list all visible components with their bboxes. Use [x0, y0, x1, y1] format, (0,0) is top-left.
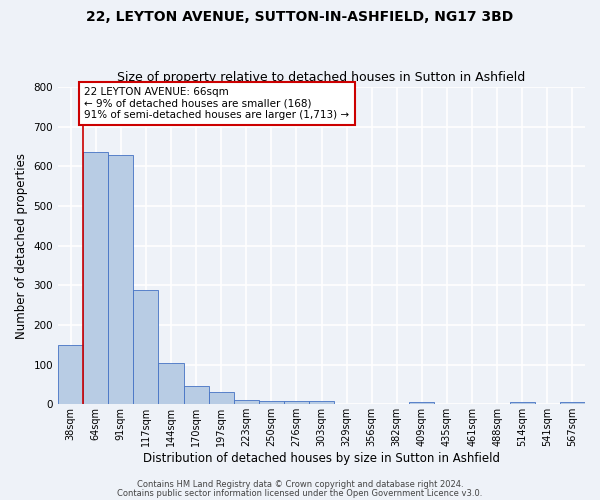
- Bar: [284, 401, 309, 404]
- Text: Contains public sector information licensed under the Open Government Licence v3: Contains public sector information licen…: [118, 488, 482, 498]
- X-axis label: Distribution of detached houses by size in Sutton in Ashfield: Distribution of detached houses by size …: [143, 452, 500, 465]
- Bar: [309, 401, 334, 404]
- Bar: [209, 392, 233, 404]
- Text: Contains HM Land Registry data © Crown copyright and database right 2024.: Contains HM Land Registry data © Crown c…: [137, 480, 463, 489]
- Bar: [560, 402, 585, 404]
- Bar: [259, 401, 284, 404]
- Bar: [58, 345, 83, 405]
- Bar: [409, 402, 434, 404]
- Bar: [133, 290, 158, 405]
- Bar: [184, 386, 209, 404]
- Bar: [510, 402, 535, 404]
- Bar: [108, 156, 133, 404]
- Bar: [83, 152, 108, 404]
- Y-axis label: Number of detached properties: Number of detached properties: [15, 152, 28, 338]
- Bar: [233, 400, 259, 404]
- Text: 22 LEYTON AVENUE: 66sqm
← 9% of detached houses are smaller (168)
91% of semi-de: 22 LEYTON AVENUE: 66sqm ← 9% of detached…: [85, 87, 350, 120]
- Title: Size of property relative to detached houses in Sutton in Ashfield: Size of property relative to detached ho…: [118, 72, 526, 85]
- Text: 22, LEYTON AVENUE, SUTTON-IN-ASHFIELD, NG17 3BD: 22, LEYTON AVENUE, SUTTON-IN-ASHFIELD, N…: [86, 10, 514, 24]
- Bar: [158, 364, 184, 405]
